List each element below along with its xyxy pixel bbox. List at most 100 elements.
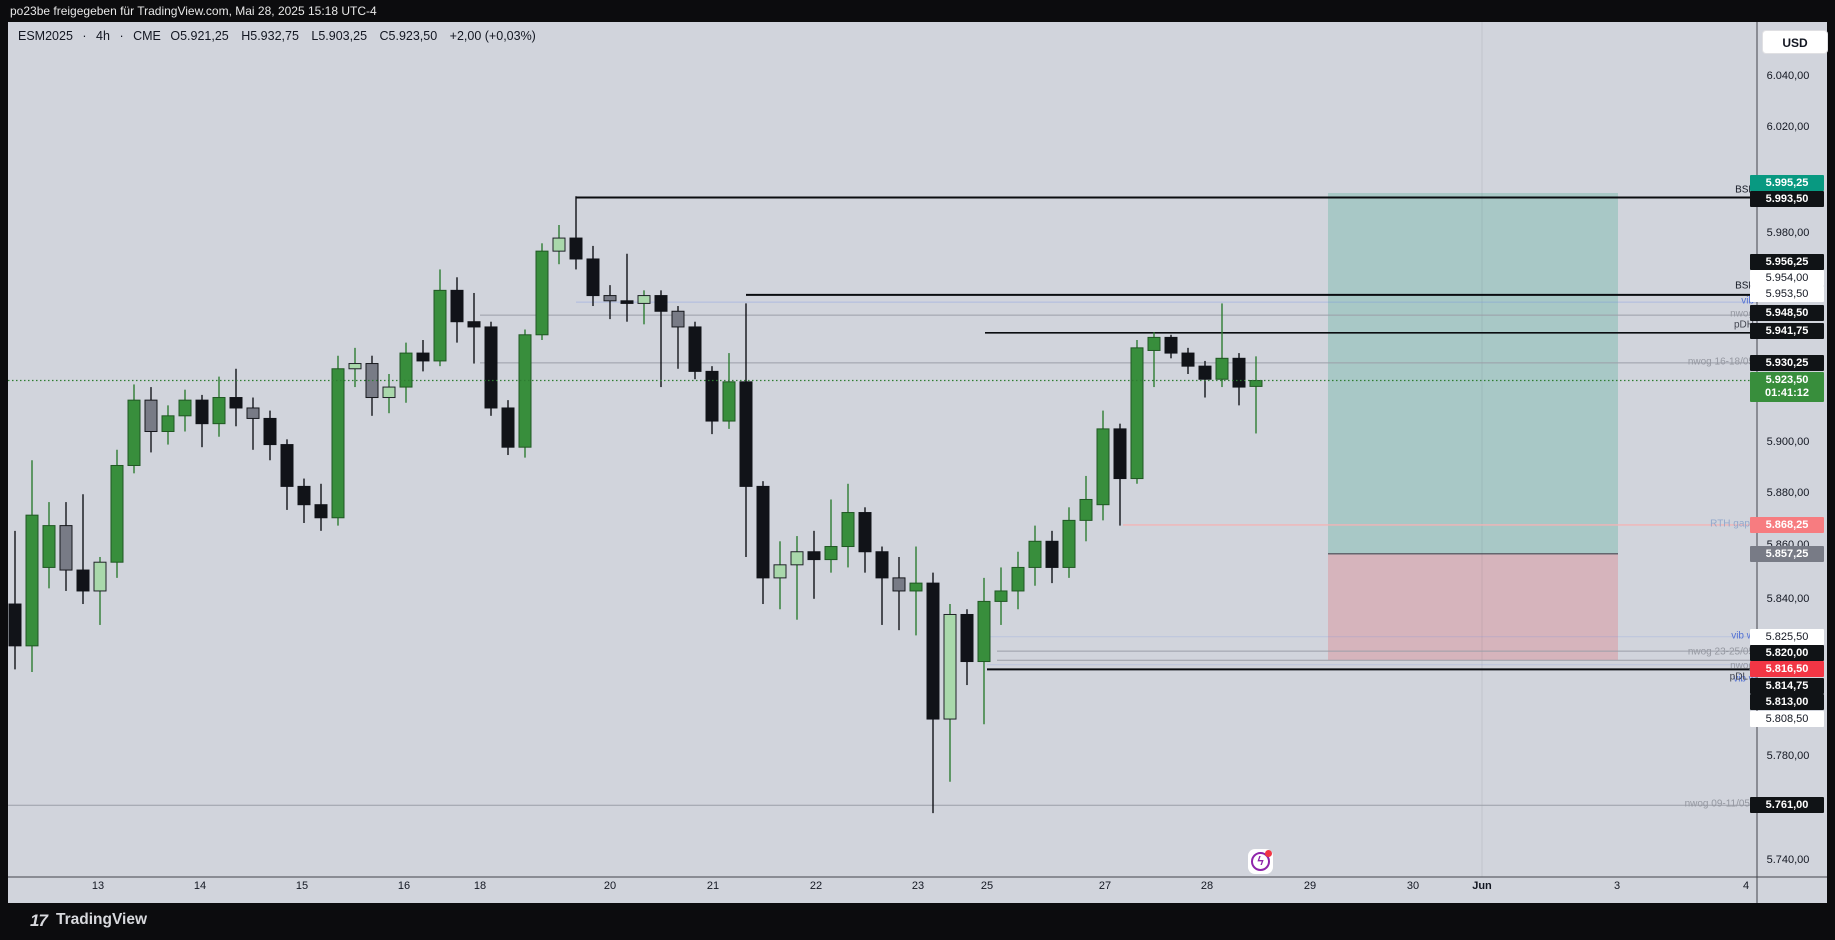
tradingview-brand[interactable]: TradingView	[56, 911, 148, 928]
date-label: 28	[1200, 880, 1214, 892]
candle-body	[1028, 540, 1042, 568]
candle-body	[110, 464, 124, 563]
date-label: 25	[980, 880, 994, 892]
candle-body	[484, 326, 498, 409]
candle-body	[42, 525, 56, 568]
candle-body	[1113, 428, 1127, 480]
low-value: L5.903,25	[311, 29, 368, 43]
candle-body	[688, 326, 702, 372]
line-label: pDH	[1733, 319, 1754, 331]
candle-body	[1011, 566, 1025, 592]
price-badge: 5.868,25	[1750, 517, 1824, 533]
price-tick: 5.780,00	[1766, 750, 1810, 762]
candlestick-chart[interactable]	[8, 22, 1827, 903]
price-badge: 5.995,25	[1750, 175, 1824, 191]
date-label: 23	[911, 880, 925, 892]
candle-body	[892, 577, 906, 592]
line-label: vib	[1741, 295, 1754, 307]
date-label: 30	[1406, 880, 1420, 892]
price-badge: 5.816,50	[1750, 661, 1824, 677]
candle-body	[756, 485, 770, 579]
date-label: 13	[91, 880, 105, 892]
price-badge: 5.814,75	[1750, 678, 1824, 694]
candle-body	[416, 352, 430, 362]
price-badge: 5.825,50	[1750, 629, 1824, 645]
lightning-bolt-icon: ϟ	[1251, 852, 1270, 871]
candle-body	[1079, 498, 1093, 521]
tradingview-logo-icon[interactable]: 17	[30, 911, 48, 930]
profit-zone-box[interactable]	[1328, 192, 1618, 554]
price-tick: 5.980,00	[1766, 227, 1810, 239]
candle-body	[144, 399, 158, 433]
currency-toggle-button[interactable]: USD	[1762, 30, 1828, 54]
line-label: BSL	[1735, 280, 1754, 292]
candle-body	[807, 551, 821, 561]
candle-body	[93, 561, 107, 592]
chart-widget[interactable]: ESM2025 · 4h · CME O5.921,25 H5.932,75 L…	[8, 22, 1827, 903]
price-tick: 5.880,00	[1766, 487, 1810, 499]
candle-body	[739, 381, 753, 487]
candle-body	[212, 397, 226, 425]
share-info-bar: po23be freigegeben für TradingView.com, …	[0, 0, 1835, 22]
candle-body	[926, 582, 940, 720]
line-label: vib w	[1731, 630, 1754, 642]
line-label: RTH gap	[1710, 518, 1750, 530]
price-tick: 5.900,00	[1766, 436, 1810, 448]
separator: ·	[82, 29, 87, 43]
date-label: 27	[1098, 880, 1112, 892]
candle-body	[1232, 357, 1246, 388]
candle-body	[586, 258, 600, 297]
candle-body	[8, 603, 22, 647]
current-price-badge: 5.923,50 01:41:12	[1750, 372, 1824, 402]
price-tick: 5.740,00	[1766, 854, 1810, 866]
candle-body	[603, 295, 617, 302]
timeframe[interactable]: 4h	[96, 29, 110, 43]
candle-body	[1045, 540, 1059, 568]
price-badge: 5.808,50	[1750, 711, 1824, 727]
price-badge: 5.857,25	[1750, 546, 1824, 562]
candle-body	[399, 352, 413, 388]
candle-body	[1147, 336, 1161, 351]
candle-body	[790, 551, 804, 566]
candle-body	[178, 399, 192, 417]
loss-zone-box[interactable]	[1328, 553, 1618, 661]
close-value: C5.923,50	[379, 29, 438, 43]
candle-body	[127, 399, 141, 466]
candle-body	[501, 407, 515, 448]
bar-countdown: 01:41:12	[1764, 387, 1810, 399]
change-value: +2,00 (+0,03%)	[449, 29, 536, 43]
candle-body	[654, 295, 668, 312]
candle-body	[824, 546, 838, 561]
price-badge: 5.954,00	[1750, 270, 1824, 286]
candle-body	[1198, 365, 1212, 380]
exchange: CME	[133, 29, 161, 43]
candle-body	[909, 582, 923, 592]
candle-body	[433, 289, 447, 362]
line-label: vib w	[1733, 673, 1756, 685]
candle-body	[977, 600, 991, 663]
line-label: nwog	[1730, 660, 1754, 672]
candle-body	[705, 370, 719, 422]
date-label: 29	[1303, 880, 1317, 892]
candle-body	[331, 368, 345, 519]
date-label: 20	[603, 880, 617, 892]
price-tick: 6.020,00	[1766, 121, 1810, 133]
symbol-name[interactable]: ESM2025	[18, 29, 73, 43]
price-badge: 5.941,75	[1750, 323, 1824, 339]
frame-left	[0, 22, 8, 903]
price-badge: 5.820,00	[1750, 645, 1824, 661]
candle-body	[450, 289, 464, 323]
bottom-bar: 17 TradingView	[0, 903, 1835, 940]
candle-body	[1096, 428, 1110, 506]
price-tick: 5.840,00	[1766, 593, 1810, 605]
candle-body	[994, 590, 1008, 602]
date-label: 4	[1742, 880, 1750, 892]
date-label: 21	[706, 880, 720, 892]
candle-body	[620, 300, 634, 304]
symbol-header[interactable]: ESM2025 · 4h · CME O5.921,25 H5.932,75 L…	[18, 29, 542, 43]
candle-body	[297, 485, 311, 506]
candle-body	[569, 237, 583, 260]
price-tick: 6.040,00	[1766, 70, 1810, 82]
event-marker[interactable]: ϟ	[1248, 849, 1273, 874]
share-info-text: po23be freigegeben für TradingView.com, …	[10, 4, 377, 18]
